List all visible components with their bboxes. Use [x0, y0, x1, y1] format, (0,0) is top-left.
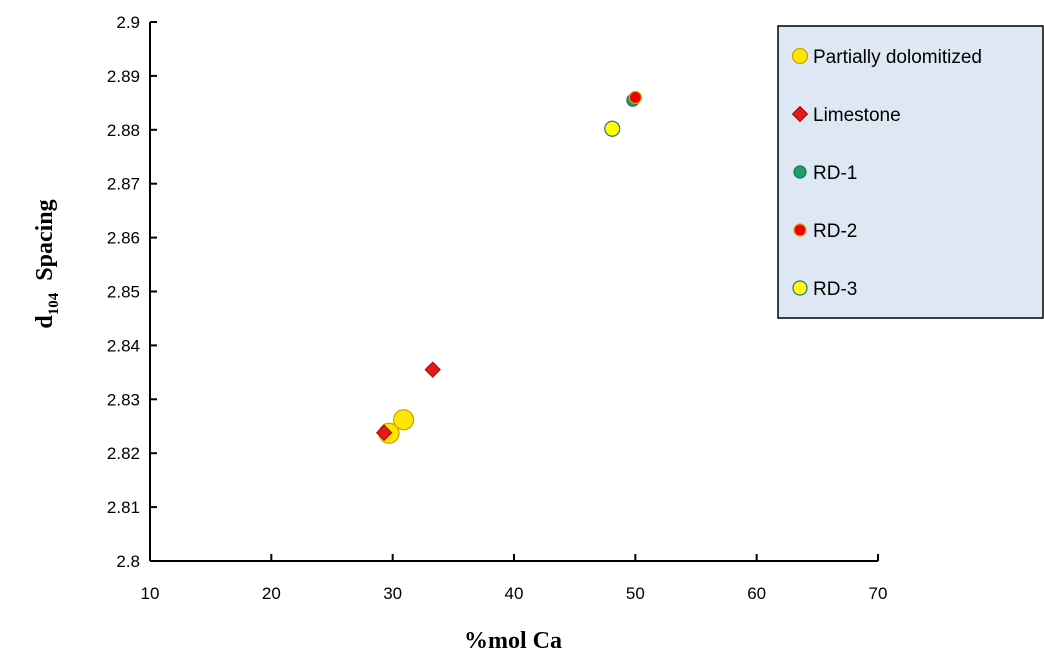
data-points: [375, 90, 642, 444]
legend-marker: [793, 165, 807, 179]
y-axis-title: d104 Spacing: [32, 199, 62, 328]
data-point: [628, 90, 642, 105]
legend-label: RD-1: [813, 163, 857, 184]
y-tick-label: 2.89: [107, 67, 140, 86]
x-tick-label: 10: [141, 584, 160, 603]
data-point: [375, 424, 393, 441]
y-tick-label: 2.86: [107, 229, 140, 248]
legend-label: RD-3: [813, 279, 857, 300]
y-axis-title-main: d: [32, 315, 58, 329]
y-tick-label: 2.87: [107, 175, 140, 194]
y-tick-label: 2.88: [107, 121, 140, 140]
x-tick-label: 40: [505, 584, 524, 603]
legend-label: RD-2: [813, 221, 857, 242]
y-tick-label: 2.83: [107, 390, 140, 409]
y-tick-label: 2.82: [107, 444, 140, 463]
y-tick-label: 2.85: [107, 283, 140, 302]
y-axis-title-subscript: 104: [46, 292, 62, 315]
legend-marker: [792, 280, 808, 296]
data-point: [392, 409, 415, 431]
y-axis-title-rest: Spacing: [32, 199, 58, 292]
y-tick-label: 2.81: [107, 498, 140, 517]
ticks: 2.8 2.81 2.82 2.83 2.84 2.85 2.86 2.87 2.88 2.89 2…: [107, 13, 888, 603]
legend-box: [777, 25, 1044, 319]
y-tick-label: 2.84: [107, 336, 140, 355]
legend-label: Partially dolomitized: [813, 47, 982, 68]
legend-marker: [791, 47, 809, 65]
y-tick-label: 2.8: [116, 552, 140, 571]
x-tick-label: 60: [747, 584, 766, 603]
data-point: [424, 361, 441, 378]
x-axis-title: %mol Ca: [464, 628, 562, 654]
axes: [149, 22, 878, 562]
legend-marker: [791, 105, 809, 123]
legend: Partially dolomitized Limestone RD-1 RD-2 RD…: [777, 25, 1044, 319]
data-point: [604, 120, 621, 137]
x-tick-label: 50: [626, 584, 645, 603]
x-tick-label: 30: [383, 584, 402, 603]
legend-label: Limestone: [813, 105, 901, 126]
legend-marker: [793, 223, 807, 237]
x-tick-label: 70: [869, 584, 888, 603]
x-tick-label: 20: [262, 584, 281, 603]
y-tick-label: 2.9: [116, 13, 140, 32]
